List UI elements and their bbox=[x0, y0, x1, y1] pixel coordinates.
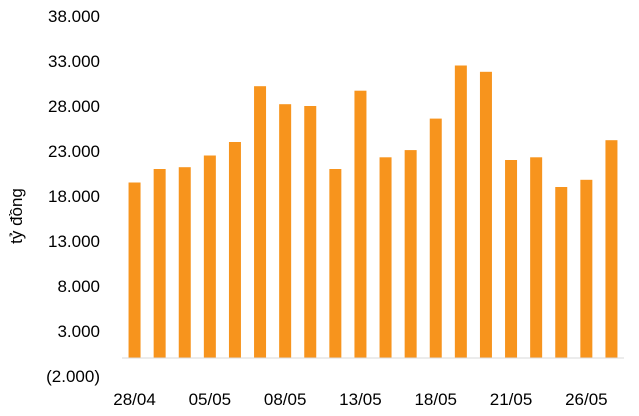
bar bbox=[429, 118, 442, 358]
y-tick-label: 3.000 bbox=[57, 322, 100, 341]
bar bbox=[279, 104, 292, 358]
bar bbox=[404, 150, 417, 358]
bars bbox=[128, 65, 618, 359]
bar bbox=[379, 157, 392, 358]
y-tick-label: 33.000 bbox=[48, 52, 100, 71]
y-axis-label: tỷ đồng bbox=[7, 188, 26, 244]
x-tick-label: 13/05 bbox=[339, 390, 382, 409]
y-tick-label: 13.000 bbox=[48, 232, 100, 251]
y-tick-label: (2.000) bbox=[46, 367, 100, 386]
y-tick-label: 38.000 bbox=[48, 7, 100, 26]
y-tick-label: 23.000 bbox=[48, 142, 100, 161]
bar bbox=[530, 157, 543, 358]
bar bbox=[304, 106, 317, 358]
x-axis-ticks: 28/04 05/05 08/05 13/05 18/05 21/05 26/05 bbox=[113, 390, 607, 409]
x-tick-label: 05/05 bbox=[189, 390, 232, 409]
y-tick-label: 18.000 bbox=[48, 187, 100, 206]
bar bbox=[254, 86, 267, 358]
x-tick-label: 21/05 bbox=[490, 390, 533, 409]
bar bbox=[505, 160, 518, 358]
bar bbox=[228, 142, 241, 358]
y-tick-label: 8.000 bbox=[57, 277, 100, 296]
x-tick-label: 08/05 bbox=[264, 390, 307, 409]
bar bbox=[354, 90, 367, 358]
bar bbox=[454, 65, 467, 358]
bar bbox=[329, 169, 342, 358]
bar bbox=[555, 187, 568, 358]
y-tick-label: 28.000 bbox=[48, 97, 100, 116]
y-axis-ticks: (2.000) 3.000 8.000 13.000 18.000 23.000 28.00… bbox=[46, 7, 100, 386]
bar bbox=[580, 179, 593, 358]
bar bbox=[605, 140, 618, 358]
bar bbox=[479, 71, 492, 359]
bar bbox=[203, 155, 216, 358]
x-tick-label: 26/05 bbox=[565, 390, 608, 409]
x-tick-label: 18/05 bbox=[414, 390, 457, 409]
bar bbox=[178, 167, 191, 358]
bar bbox=[128, 182, 141, 358]
bar bbox=[153, 169, 166, 358]
x-tick-label: 28/04 bbox=[113, 390, 156, 409]
